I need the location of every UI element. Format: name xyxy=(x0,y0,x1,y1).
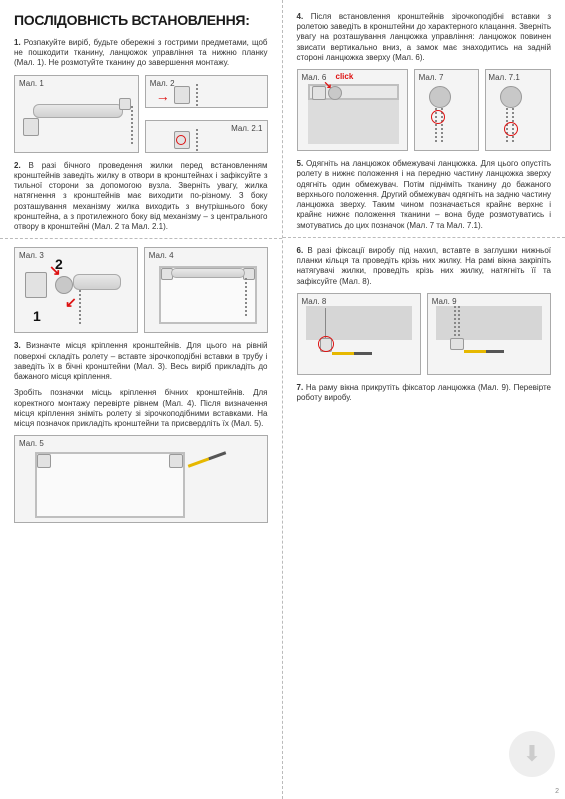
figure-3: Мал. 3 ↘ ↙ 2 1 xyxy=(14,247,138,333)
step-3a: 3. Визначте місця кріплення кронштейнів.… xyxy=(14,341,268,382)
mechanism-icon xyxy=(500,86,522,108)
highlight-circle xyxy=(176,135,186,145)
step-1: 1. Розпакуйте виріб, будьте обережні з г… xyxy=(14,38,268,69)
step-5: 5. Одягніть на ланцюжок обмежувачі ланцю… xyxy=(297,159,552,231)
figlabel-2: Мал. 2 xyxy=(150,79,175,88)
screwdriver-icon xyxy=(332,352,372,355)
figlabel-21: Мал. 2.1 xyxy=(231,124,262,133)
screwdriver-icon xyxy=(464,350,504,353)
callout-1: 1 xyxy=(33,308,41,324)
step-4: 4. Після встановлення кронштейнів зірочк… xyxy=(297,12,552,63)
figure-8: Мал. 8 xyxy=(297,293,421,375)
figure-2-1: Мал. 2.1 xyxy=(145,120,268,153)
watermark-icon: ⬇ xyxy=(509,731,555,777)
step-3b: Зробіть позначки місць кріплення бічних … xyxy=(14,388,268,429)
step-1-text: Розпакуйте виріб, будьте обережні з гост… xyxy=(14,38,268,67)
figure-5: Мал. 5 xyxy=(14,435,268,523)
mechanism-icon xyxy=(429,86,451,108)
screwdriver-icon xyxy=(188,451,227,467)
figure-1: Мал. 1 xyxy=(14,75,139,153)
highlight-circle xyxy=(431,110,445,124)
click-label: click xyxy=(336,72,354,81)
figlabel-71: Мал. 7.1 xyxy=(488,73,519,82)
figure-2: Мал. 2 → xyxy=(145,75,268,108)
page-number: 2 xyxy=(555,788,559,795)
step-1-num: 1. xyxy=(14,38,21,47)
step-7-text: На раму вікна прикрутіть фіксатор ланцюж… xyxy=(297,383,552,402)
arrow-icon: ↙ xyxy=(65,294,77,311)
figlabel-1: Мал. 1 xyxy=(19,79,44,88)
highlight-circle xyxy=(318,336,334,352)
highlight-circle xyxy=(504,122,518,136)
figlabel-3: Мал. 3 xyxy=(19,251,44,260)
callout-2: 2 xyxy=(55,256,63,272)
figure-7: Мал. 7 xyxy=(414,69,480,151)
figlabel-7: Мал. 7 xyxy=(419,73,444,82)
arrow-icon: → xyxy=(156,88,170,104)
figlabel-5: Мал. 5 xyxy=(19,439,44,448)
step-3-num: 3. xyxy=(14,341,21,350)
step-2: 2. В разі бічного проведення жилки перед… xyxy=(14,161,268,233)
step-2-num: 2. xyxy=(14,161,21,170)
page-title: ПОСЛІДОВНІСТЬ ВСТАНОВЛЕННЯ: xyxy=(14,12,268,28)
step-7: 7. На раму вікна прикрутіть фіксатор лан… xyxy=(297,383,552,403)
figure-4: Мал. 4 xyxy=(144,247,268,333)
step-6: 6. В разі фіксації виробу під нахил, вст… xyxy=(297,246,552,287)
step-6-text: В разі фіксації виробу під нахил, вставт… xyxy=(297,246,552,286)
figure-6: Мал. 6 click ↘ xyxy=(297,69,408,151)
figlabel-4: Мал. 4 xyxy=(149,251,174,260)
arrow-icon: ↘ xyxy=(324,80,332,91)
step-5-text: Одягніть на ланцюжок обмежувачі ланцюжка… xyxy=(297,159,552,229)
figure-9: Мал. 9 xyxy=(427,293,551,375)
figure-7-1: Мал. 7.1 xyxy=(485,69,551,151)
figlabel-8: Мал. 8 xyxy=(302,297,327,306)
step-4-text: Після встановлення кронштейнів зірочкопо… xyxy=(297,12,552,62)
figlabel-9: Мал. 9 xyxy=(432,297,457,306)
step-3a-text: Визначте місця кріплення кронштейнів. Дл… xyxy=(14,341,268,381)
step-2-text: В разі бічного проведення жилки перед вс… xyxy=(14,161,268,231)
